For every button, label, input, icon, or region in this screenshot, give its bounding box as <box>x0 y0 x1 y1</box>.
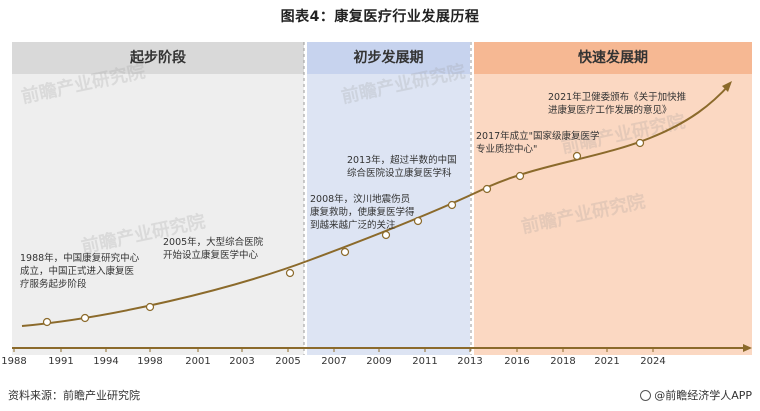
event-2017: 2017年成立"国家级康复医学 专业质控中心" <box>476 131 600 155</box>
curve-arrow-icon <box>722 81 732 92</box>
year-label: 2016 <box>504 356 529 367</box>
source-note: 资料来源：前瞻产业研究院 <box>8 389 140 402</box>
year-label: 2009 <box>366 356 391 367</box>
year-label: 2005 <box>275 356 300 367</box>
year-label: 2024 <box>640 356 665 367</box>
year-label: 2011 <box>412 356 437 367</box>
stage-initial-development: 初步发展期 <box>307 42 470 355</box>
brand-credit-text: @前瞻经济学人APP <box>654 389 752 402</box>
stage-rapid-development-label: 快速发展期 <box>474 42 752 74</box>
stage-rapid-development: 快速发展期 <box>474 42 752 355</box>
year-label: 2003 <box>229 356 254 367</box>
year-label: 1988 <box>1 356 26 367</box>
year-label: 1994 <box>93 356 118 367</box>
event-marker <box>635 138 645 148</box>
stage-initial-development-label: 初步发展期 <box>307 42 470 74</box>
event-1988: 1988年，中国康复研究中心 成立，中国正式进入康复医 疗服务起步阶段 <box>20 253 140 290</box>
stage-startup-label: 起步阶段 <box>12 42 304 74</box>
event-2008: 2008年，汶川地震伤员 康复救助，使康复医学得 到越来越广泛的关注 <box>310 194 415 231</box>
year-label: 2007 <box>321 356 346 367</box>
event-marker <box>42 317 52 327</box>
year-label: 1991 <box>48 356 73 367</box>
year-label: 2021 <box>594 356 619 367</box>
year-label: 2013 <box>457 356 482 367</box>
brand-logo-icon <box>640 390 652 401</box>
brand-credit: @前瞻经济学人APP <box>640 387 752 403</box>
event-marker <box>285 268 295 278</box>
event-marker <box>413 216 423 226</box>
event-marker <box>80 313 90 323</box>
event-marker <box>381 230 391 240</box>
year-label: 1998 <box>137 356 162 367</box>
axis-arrow-icon <box>743 344 752 352</box>
event-marker <box>340 247 350 257</box>
event-2021: 2021年卫健委颁布《关于加快推 进康复医疗工作发展的意见》 <box>548 92 687 116</box>
event-2005: 2005年，大型综合医院 开始设立康复医学中心 <box>163 237 264 261</box>
event-marker <box>447 200 457 210</box>
year-label: 2018 <box>550 356 575 367</box>
chart-title: 图表4：康复医疗行业发展历程 <box>280 9 480 25</box>
event-2013: 2013年，超过半数的中国 综合医院设立康复医学科 <box>347 155 457 179</box>
event-marker <box>572 151 582 161</box>
year-label: 2001 <box>185 356 210 367</box>
event-marker <box>145 302 155 312</box>
event-marker <box>482 184 492 194</box>
event-marker <box>515 171 525 181</box>
